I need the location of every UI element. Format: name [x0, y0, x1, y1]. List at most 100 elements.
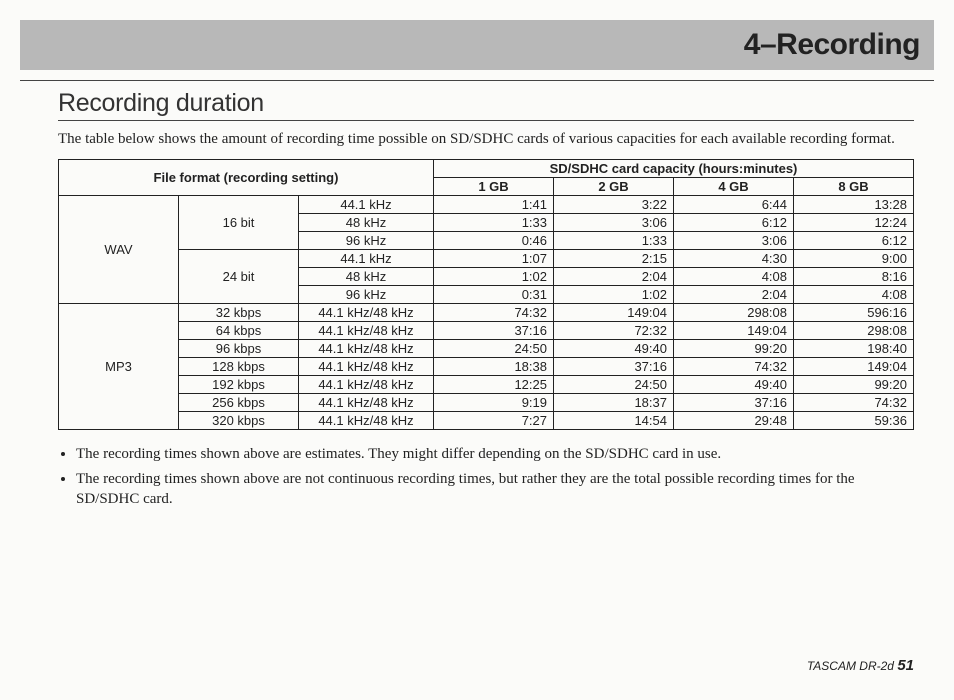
rate-cell: 44.1 kHz/48 kHz: [299, 358, 434, 376]
cap-header-2gb: 2 GB: [554, 178, 674, 196]
value-cell: 3:22: [554, 196, 674, 214]
value-cell: 3:06: [554, 214, 674, 232]
notes-list: The recording times shown above are esti…: [58, 444, 914, 509]
value-cell: 24:50: [554, 376, 674, 394]
note-item: The recording times shown above are esti…: [76, 444, 914, 464]
value-cell: 198:40: [794, 340, 914, 358]
value-cell: 8:16: [794, 268, 914, 286]
chapter-header-band: 4–Recording: [20, 20, 934, 70]
value-cell: 12:25: [434, 376, 554, 394]
value-cell: 74:32: [794, 394, 914, 412]
table-header-row-1: File format (recording setting) SD/SDHC …: [59, 160, 914, 178]
table-row: 96 kbps 44.1 kHz/48 kHz 24:50 49:40 99:2…: [59, 340, 914, 358]
value-cell: 37:16: [434, 322, 554, 340]
table-row: 320 kbps 44.1 kHz/48 kHz 7:27 14:54 29:4…: [59, 412, 914, 430]
value-cell: 149:04: [674, 322, 794, 340]
rate-cell: 44.1 kHz/48 kHz: [299, 394, 434, 412]
value-cell: 596:16: [794, 304, 914, 322]
rate-cell: 96 kHz: [299, 232, 434, 250]
page-footer: TASCAM DR-2d 51: [807, 657, 914, 674]
bitrate-cell: 256 kbps: [179, 394, 299, 412]
product-name: TASCAM DR-2d: [807, 659, 894, 673]
bitrate-cell: 64 kbps: [179, 322, 299, 340]
value-cell: 9:00: [794, 250, 914, 268]
value-cell: 298:08: [794, 322, 914, 340]
chapter-title: 4–Recording: [744, 28, 920, 62]
value-cell: 9:19: [434, 394, 554, 412]
recording-duration-table: File format (recording setting) SD/SDHC …: [58, 159, 914, 430]
bitrate-cell: 32 kbps: [179, 304, 299, 322]
value-cell: 14:54: [554, 412, 674, 430]
value-cell: 1:02: [434, 268, 554, 286]
value-cell: 298:08: [674, 304, 794, 322]
value-cell: 6:44: [674, 196, 794, 214]
format-wav: WAV: [59, 196, 179, 304]
value-cell: 49:40: [554, 340, 674, 358]
table-row: 64 kbps 44.1 kHz/48 kHz 37:16 72:32 149:…: [59, 322, 914, 340]
rate-cell: 44.1 kHz: [299, 196, 434, 214]
rate-cell: 44.1 kHz/48 kHz: [299, 304, 434, 322]
rate-cell: 44.1 kHz/48 kHz: [299, 340, 434, 358]
value-cell: 2:15: [554, 250, 674, 268]
value-cell: 1:07: [434, 250, 554, 268]
value-cell: 29:48: [674, 412, 794, 430]
value-cell: 37:16: [674, 394, 794, 412]
value-cell: 1:33: [554, 232, 674, 250]
rate-cell: 44.1 kHz: [299, 250, 434, 268]
value-cell: 37:16: [554, 358, 674, 376]
value-cell: 2:04: [674, 286, 794, 304]
bitrate-cell: 128 kbps: [179, 358, 299, 376]
cap-header-1gb: 1 GB: [434, 178, 554, 196]
value-cell: 74:32: [674, 358, 794, 376]
value-cell: 1:02: [554, 286, 674, 304]
depth-16bit: 16 bit: [179, 196, 299, 250]
depth-24bit: 24 bit: [179, 250, 299, 304]
value-cell: 4:08: [674, 268, 794, 286]
table-row: MP3 32 kbps 44.1 kHz/48 kHz 74:32 149:04…: [59, 304, 914, 322]
value-cell: 99:20: [674, 340, 794, 358]
value-cell: 1:33: [434, 214, 554, 232]
value-cell: 7:27: [434, 412, 554, 430]
table-row: 256 kbps 44.1 kHz/48 kHz 9:19 18:37 37:1…: [59, 394, 914, 412]
value-cell: 24:50: [434, 340, 554, 358]
value-cell: 149:04: [794, 358, 914, 376]
bitrate-cell: 192 kbps: [179, 376, 299, 394]
value-cell: 99:20: [794, 376, 914, 394]
page-number: 51: [897, 657, 914, 674]
value-cell: 6:12: [794, 232, 914, 250]
value-cell: 149:04: [554, 304, 674, 322]
rate-cell: 96 kHz: [299, 286, 434, 304]
value-cell: 6:12: [674, 214, 794, 232]
rate-cell: 44.1 kHz/48 kHz: [299, 412, 434, 430]
value-cell: 3:06: [674, 232, 794, 250]
value-cell: 74:32: [434, 304, 554, 322]
bitrate-cell: 320 kbps: [179, 412, 299, 430]
col-capacity-header: SD/SDHC card capacity (hours:minutes): [434, 160, 914, 178]
value-cell: 4:08: [794, 286, 914, 304]
note-item: The recording times shown above are not …: [76, 469, 914, 510]
section-intro: The table below shows the amount of reco…: [58, 129, 914, 149]
rate-cell: 48 kHz: [299, 268, 434, 286]
table-row: 24 bit 44.1 kHz 1:07 2:15 4:30 9:00: [59, 250, 914, 268]
format-mp3: MP3: [59, 304, 179, 430]
value-cell: 1:41: [434, 196, 554, 214]
value-cell: 12:24: [794, 214, 914, 232]
bitrate-cell: 96 kbps: [179, 340, 299, 358]
value-cell: 18:38: [434, 358, 554, 376]
col-format-header: File format (recording setting): [59, 160, 434, 196]
value-cell: 4:30: [674, 250, 794, 268]
table-row: 192 kbps 44.1 kHz/48 kHz 12:25 24:50 49:…: [59, 376, 914, 394]
table-row: 128 kbps 44.1 kHz/48 kHz 18:38 37:16 74:…: [59, 358, 914, 376]
table-row: WAV 16 bit 44.1 kHz 1:41 3:22 6:44 13:28: [59, 196, 914, 214]
value-cell: 0:46: [434, 232, 554, 250]
value-cell: 59:36: [794, 412, 914, 430]
rate-cell: 48 kHz: [299, 214, 434, 232]
value-cell: 72:32: [554, 322, 674, 340]
value-cell: 13:28: [794, 196, 914, 214]
cap-header-8gb: 8 GB: [794, 178, 914, 196]
value-cell: 0:31: [434, 286, 554, 304]
cap-header-4gb: 4 GB: [674, 178, 794, 196]
page: 4–Recording Recording duration The table…: [0, 20, 954, 700]
value-cell: 2:04: [554, 268, 674, 286]
value-cell: 49:40: [674, 376, 794, 394]
